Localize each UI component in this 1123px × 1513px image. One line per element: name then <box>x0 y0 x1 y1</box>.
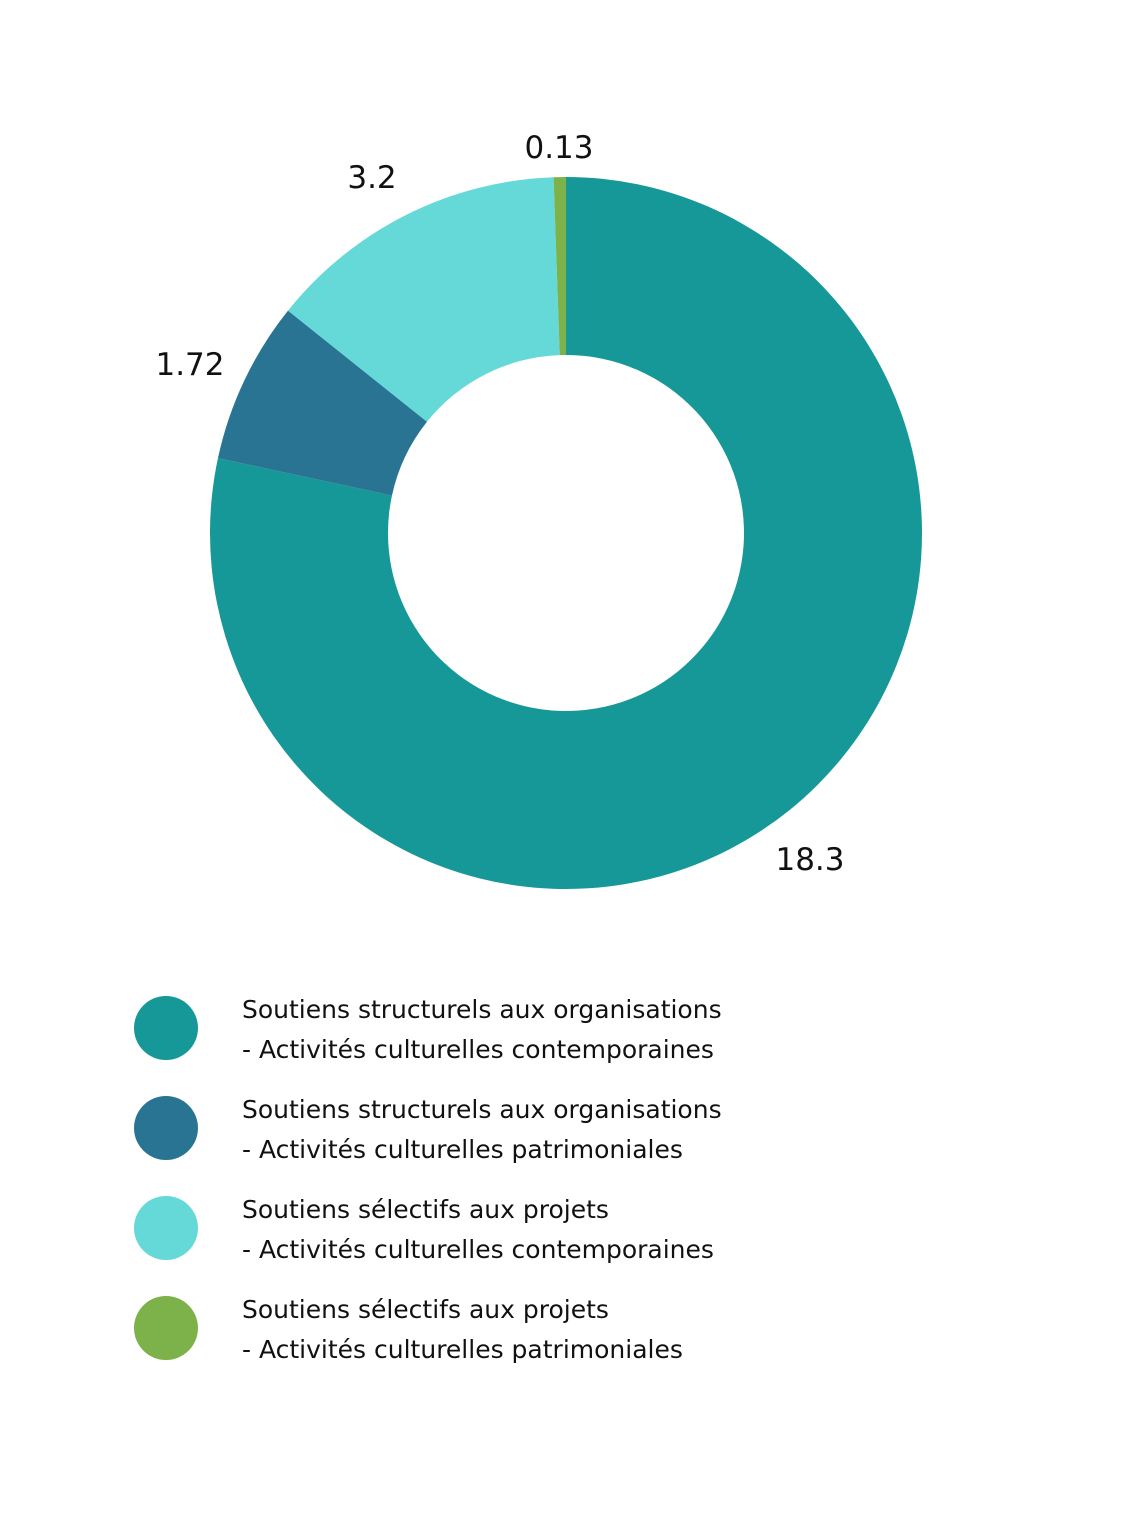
value-label: 18.3 <box>775 842 844 878</box>
legend-label-line2: - Activités culturelles patrimoniales <box>242 1335 683 1364</box>
legend-item-structurels-patrimoniales: Soutiens structurels aux organisations -… <box>134 1090 1034 1168</box>
legend-swatch-icon <box>134 1096 198 1160</box>
legend-label-line1: Soutiens sélectifs aux projets <box>242 1295 609 1324</box>
legend-item-selectifs-contemporaines: Soutiens sélectifs aux projets - Activit… <box>134 1190 1034 1268</box>
slice-structurels-contemporaines <box>209 177 922 889</box>
legend-label-line2: - Activités culturelles contemporaines <box>242 1235 714 1264</box>
value-label: 1.72 <box>155 347 224 383</box>
slice-selectifs-contemporaines <box>288 177 560 422</box>
slice-structurels-patrimoniales <box>217 310 428 496</box>
legend-label-line1: Soutiens sélectifs aux projets <box>242 1195 609 1224</box>
legend-label-line1: Soutiens structurels aux organisations <box>242 995 722 1024</box>
donut-value-labels: 18.3 1.72 3.2 0.13 <box>155 130 844 878</box>
donut-chart: 18.3 1.72 3.2 0.13 <box>155 130 922 889</box>
legend-label: Soutiens sélectifs aux projets - Activit… <box>242 1290 683 1370</box>
legend-swatch-icon <box>134 996 198 1060</box>
chart-legend: Soutiens structurels aux organisations -… <box>134 990 1034 1390</box>
value-label: 0.13 <box>524 130 593 166</box>
legend-label-line2: - Activités culturelles patrimoniales <box>242 1135 683 1164</box>
legend-label: Soutiens sélectifs aux projets - Activit… <box>242 1190 714 1270</box>
slice-selectifs-patrimoniales <box>553 177 566 356</box>
legend-swatch-icon <box>134 1196 198 1260</box>
legend-label-line1: Soutiens structurels aux organisations <box>242 1095 722 1124</box>
donut-slices <box>209 177 922 889</box>
legend-item-selectifs-patrimoniales: Soutiens sélectifs aux projets - Activit… <box>134 1290 1034 1368</box>
legend-label: Soutiens structurels aux organisations -… <box>242 990 722 1070</box>
value-label: 3.2 <box>347 160 396 196</box>
legend-label-line2: - Activités culturelles contemporaines <box>242 1035 714 1064</box>
legend-swatch-icon <box>134 1296 198 1360</box>
legend-item-structurels-contemporaines: Soutiens structurels aux organisations -… <box>134 990 1034 1068</box>
legend-label: Soutiens structurels aux organisations -… <box>242 1090 722 1170</box>
